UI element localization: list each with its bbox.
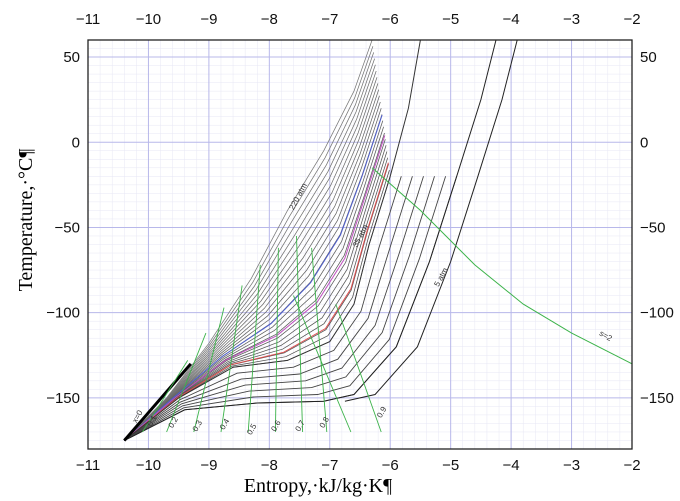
y-tick-label-right: 0: [640, 134, 648, 151]
isobar-line: [124, 52, 375, 441]
x-tick-label-top: −2: [623, 11, 640, 28]
y-tick-label-right: 50: [640, 49, 657, 66]
isobar-line: [124, 77, 378, 441]
isobar-line: [124, 151, 388, 441]
quality-label: 0.8: [318, 415, 332, 430]
x-tick-label-bottom: −2: [623, 457, 640, 474]
isobar-line: [344, 39, 518, 402]
quality-line: [311, 247, 328, 433]
tick-labels: −11 −11 −10 −10 −9 −9 −8 −8 −7 −7 −6 −6 −5 −5 −4 −4 −3 −3…: [46, 11, 674, 474]
x-tick-label-top: −9: [200, 11, 217, 28]
quality-label: 0.4: [218, 417, 232, 432]
isobar-annotation: s=2: [598, 329, 614, 344]
x-axis-title: Entropy,·kJ/kg·K¶: [244, 475, 392, 497]
quality-label: 0.3: [191, 418, 205, 433]
quality-line: [335, 303, 382, 433]
quality-line: [247, 264, 261, 433]
curves: [123, 39, 633, 442]
quality-line: [296, 235, 304, 433]
quality-line: [220, 285, 243, 433]
isobar-line: [124, 114, 383, 441]
x-tick-label-bottom: −11: [76, 457, 100, 474]
x-tick-label-top: −5: [442, 11, 459, 28]
isobar-line: [124, 176, 435, 441]
isobar-line: [124, 176, 413, 441]
y-tick-label-left: −50: [55, 219, 80, 236]
isobar-line: [124, 58, 375, 441]
quality-line: [193, 307, 225, 433]
y-tick-label-left: −100: [46, 305, 80, 322]
y-tick-label-left: 50: [63, 49, 80, 66]
quality-label: 0.2: [167, 415, 181, 430]
isobar-line: [124, 39, 373, 441]
x-tick-label-bottom: −4: [503, 457, 520, 474]
saturated-liquid-line: [123, 362, 192, 442]
quality-label: 0.9: [375, 405, 389, 420]
y-tick-label-left: 0: [72, 134, 80, 151]
quality-label: 0.6: [269, 418, 283, 433]
isobar-line: [124, 64, 376, 441]
x-tick-label-top: −3: [563, 11, 580, 28]
x-tick-label-top: −8: [261, 11, 278, 28]
entropy-line-s2: [371, 167, 633, 365]
y-tick-label-right: −150: [640, 390, 674, 407]
quality-line: [293, 295, 352, 433]
isobar-annotation: 5 atm: [432, 266, 449, 288]
isobar-line: [124, 108, 382, 441]
x-tick-label-top: −4: [503, 11, 520, 28]
isobar-line-highlight: [123, 135, 386, 441]
isobar-line: [124, 89, 380, 441]
isobar-line: [124, 176, 424, 441]
quality-line: [166, 332, 207, 433]
plot-frame: [87, 39, 633, 450]
x-tick-label-top: −7: [321, 11, 338, 28]
isobar-line-highlight: [123, 114, 383, 441]
x-tick-label-bottom: −6: [382, 457, 399, 474]
isobar-line-highlight: [123, 162, 389, 441]
x-tick-label-top: −6: [382, 11, 399, 28]
quality-line: [142, 360, 189, 433]
y-axis-title: Temperature,·°C¶: [15, 149, 37, 292]
quality-line: [274, 247, 279, 433]
isobar-line: [124, 83, 379, 441]
y-tick-label-left: −150: [46, 390, 80, 407]
y-tick-label-right: −100: [640, 305, 674, 322]
x-tick-label-bottom: −3: [563, 457, 580, 474]
x-tick-label-bottom: −7: [321, 457, 338, 474]
isobar-line: [124, 95, 380, 441]
x-tick-label-top: −10: [136, 11, 161, 28]
y-tick-label-right: −50: [640, 219, 665, 236]
quality-label: 0.7: [293, 418, 307, 433]
isobar-line: [124, 176, 402, 441]
x-tick-label-top: −11: [76, 11, 100, 28]
isobar-line: [124, 101, 381, 441]
x-tick-label-bottom: −10: [136, 457, 161, 474]
isobar-line: [124, 46, 374, 441]
x-tick-label-bottom: −9: [200, 457, 217, 474]
isobar-line: [124, 176, 447, 441]
isobar-35atm: [123, 39, 421, 441]
x-tick-label-bottom: −5: [442, 457, 459, 474]
isobar-5atm: [124, 39, 497, 441]
x-tick-label-bottom: −8: [261, 457, 278, 474]
quality-label: 0.5: [245, 422, 259, 437]
